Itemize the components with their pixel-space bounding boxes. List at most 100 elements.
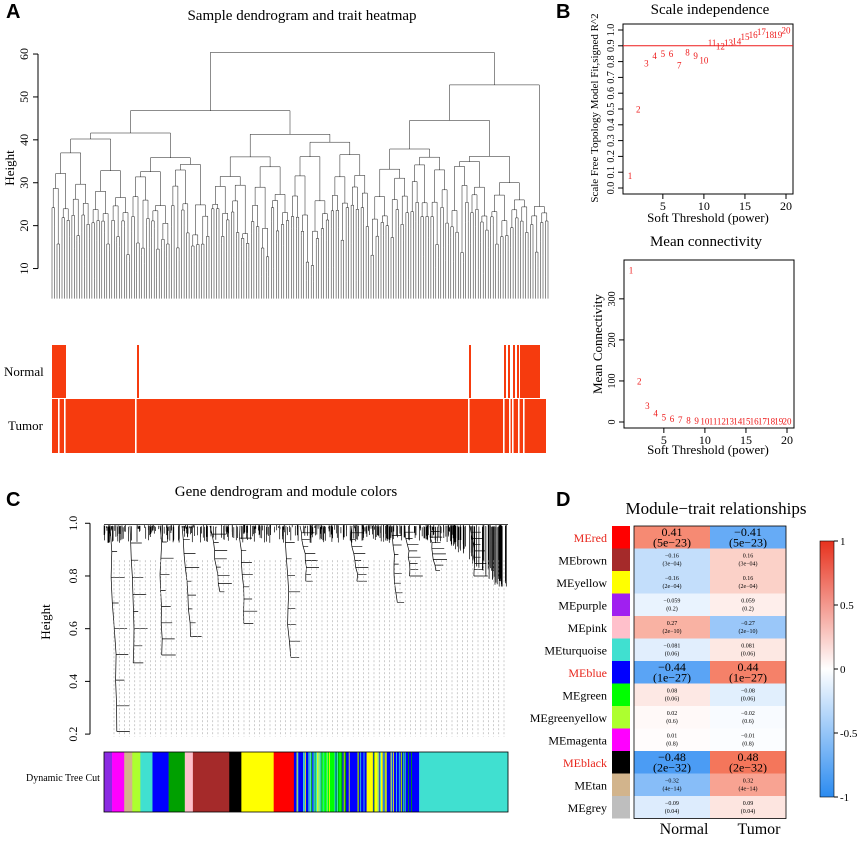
module-color-stripe: [335, 752, 337, 812]
module-color-stripe: [355, 752, 356, 812]
sample-dendrogram-branches: [51, 52, 549, 299]
y-tick-label: 0: [607, 420, 618, 425]
module-color-stripe: [343, 752, 345, 812]
power-point: 1: [629, 266, 634, 276]
correlation-value: 0.48: [738, 750, 759, 764]
heatmap-cell: [634, 751, 710, 774]
p-value: (0.06): [665, 651, 680, 658]
p-value: (5e−23): [653, 536, 691, 550]
module-color-stripe: [341, 752, 343, 812]
module-color-stripe: [296, 752, 298, 812]
module-color-segment: [112, 752, 125, 812]
module-color-stripe: [393, 752, 394, 812]
correlation-value: −0.44: [658, 660, 686, 674]
sample-dendrogram: [51, 52, 549, 299]
correlation-value: 0.02: [667, 711, 678, 717]
x-tick-label: 15: [739, 199, 751, 213]
heatmap-cell: [710, 796, 786, 819]
power-point: 17: [758, 416, 768, 426]
module-color-segment: [419, 752, 509, 812]
power-point: 4: [652, 51, 657, 61]
correlation-value: 0.41: [662, 525, 683, 539]
heatmap-cell: [634, 706, 710, 729]
module-color-stripe: [351, 752, 353, 812]
module-color-stripe: [317, 752, 318, 812]
color-scale-ticks: 1 0.5 0 -0.5 -1: [834, 536, 858, 804]
power-point: 18: [766, 416, 776, 426]
p-value: (0.8): [666, 741, 678, 748]
module-color-segment: [104, 752, 113, 812]
heatmap-cell: [710, 593, 786, 616]
x-tick-label: 20: [780, 199, 792, 213]
correlation-value: −0.32: [665, 779, 679, 785]
heatmap-cell: [634, 683, 710, 706]
mean-connectivity-frame: [623, 259, 795, 429]
heatmap-cell: [710, 571, 786, 594]
p-value: (1e−27): [653, 671, 691, 685]
power-point: 7: [677, 60, 682, 70]
panel-a-y-tick-label: 60: [17, 48, 31, 60]
trait-heatmap: [52, 345, 546, 453]
module-color-swatch: [612, 526, 630, 549]
heatmap-cell: [634, 661, 710, 684]
heatmap-cell: [710, 706, 786, 729]
module-color-stripe: [352, 752, 354, 812]
module-color-segment: [192, 752, 230, 812]
correlation-value: 0.09: [743, 801, 754, 807]
panel-label-b: B: [556, 1, 570, 23]
power-point: 13: [724, 38, 734, 48]
p-value: (0.8): [742, 741, 754, 748]
module-color-stripe: [373, 752, 375, 812]
panel-d: Module−trait relationships MEred 0.41(5e−…: [530, 499, 858, 838]
module-color-stripe: [385, 752, 387, 812]
module-color-stripe: [404, 752, 406, 812]
mean-connectivity-y-label: Mean Connectivity: [590, 294, 605, 395]
trait-label-normal: Normal: [4, 364, 44, 379]
module-row-label: MEred: [574, 531, 607, 545]
p-value: (2e−10): [738, 628, 757, 635]
module-color-stripe: [371, 752, 373, 812]
module-row-label: MEturquoise: [544, 643, 607, 657]
heatmap-cell: [710, 773, 786, 796]
power-point: 12: [717, 416, 726, 426]
module-color-segment: [152, 752, 169, 812]
x-tick-label: 20: [781, 433, 793, 447]
power-point: 10: [700, 416, 710, 426]
x-tick-label: 10: [698, 199, 710, 213]
scale-independence-axes: 5 10 15 200.00.10.20.30.40.50.60.70.80.91.0: [606, 24, 792, 213]
p-value: (0.04): [741, 808, 756, 815]
module-color-stripe: [309, 752, 311, 812]
panel-a-y-axis: 10 20 30 40 50 60: [17, 48, 39, 275]
p-value: (0.2): [666, 606, 678, 613]
module-color-stripe: [358, 752, 359, 812]
module-color-stripe: [326, 752, 328, 812]
x-tick-label: 15: [740, 433, 752, 447]
column-label-normal: Normal: [660, 821, 709, 838]
scale-independence-x-label: Soft Threshold (power): [647, 210, 769, 225]
normal-sample-block: [513, 345, 515, 398]
y-tick-label: 0.2: [606, 150, 617, 163]
module-color-bar-frame: [103, 751, 509, 813]
heatmap-cell: [710, 683, 786, 706]
module-color-stripe: [398, 752, 400, 812]
module-color-segment: [184, 752, 194, 812]
module-color-stripe: [338, 752, 340, 812]
module-color-segment: [140, 752, 153, 812]
scale-independence-title: Scale independence: [651, 2, 770, 18]
tumor-gap: [503, 399, 505, 453]
module-color-swatch: [612, 571, 630, 594]
p-value: (4e−14): [738, 786, 757, 793]
module-color-stripe: [300, 752, 302, 812]
scale-independence-frame: [622, 23, 794, 195]
module-color-stripe: [400, 752, 402, 812]
power-point: 10: [699, 56, 709, 66]
module-color-stripe: [337, 752, 338, 812]
correlation-value: 0.16: [743, 576, 754, 582]
power-point: 20: [783, 416, 793, 426]
module-row-label: MEbrown: [558, 553, 607, 567]
dynamic-tree-cut-label: Dynamic Tree Cut: [26, 773, 100, 784]
p-value: (4e−14): [662, 786, 681, 793]
module-color-stripe: [345, 752, 347, 812]
heatmap-cell: [634, 548, 710, 571]
